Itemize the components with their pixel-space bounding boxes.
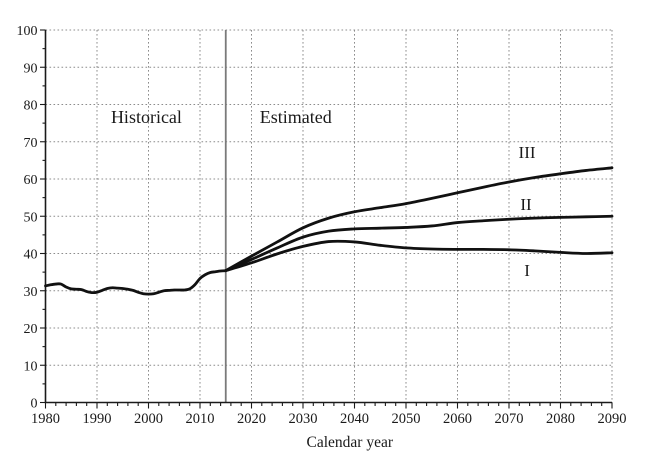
curve-label-iii: III <box>519 143 536 162</box>
x-tick-label: 2030 <box>289 411 318 427</box>
y-tick-label: 60 <box>24 173 38 188</box>
region-label-historical: Historical <box>111 107 182 127</box>
x-tick-label: 2090 <box>598 411 627 427</box>
curve-historical <box>44 269 228 296</box>
x-tick-label: 2010 <box>186 411 215 427</box>
region-label-estimated: Estimated <box>260 107 332 127</box>
y-tick-label: 40 <box>24 248 38 263</box>
curve-i <box>224 239 614 273</box>
y-tick-label: 50 <box>24 210 38 225</box>
x-tick-label: 2050 <box>392 411 421 427</box>
curve-iii <box>224 166 614 273</box>
y-tick-label: 10 <box>24 359 38 374</box>
x-axis-title: Calendar year <box>307 434 394 451</box>
y-tick-label: 80 <box>24 99 38 114</box>
y-tick-label: 30 <box>24 285 38 300</box>
x-tick-label: 1980 <box>31 411 60 427</box>
x-tick-label: 1990 <box>83 411 112 427</box>
x-tick-label: 2040 <box>340 411 369 427</box>
y-tick-label: 70 <box>24 136 38 151</box>
x-tick-label: 2020 <box>237 411 266 427</box>
x-tick-label: 2070 <box>495 411 524 427</box>
y-tick-label: 100 <box>17 24 38 39</box>
curve-label-ii: II <box>520 195 532 214</box>
x-tick-label: 2060 <box>443 411 472 427</box>
y-tick-label: 0 <box>31 397 38 412</box>
y-tick-label: 90 <box>24 61 38 76</box>
x-tick-label: 2080 <box>546 411 575 427</box>
curve-label-i: I <box>524 261 530 280</box>
y-tick-label: 20 <box>24 322 38 337</box>
curve-ii <box>224 214 614 273</box>
x-tick-label: 2000 <box>134 411 163 427</box>
